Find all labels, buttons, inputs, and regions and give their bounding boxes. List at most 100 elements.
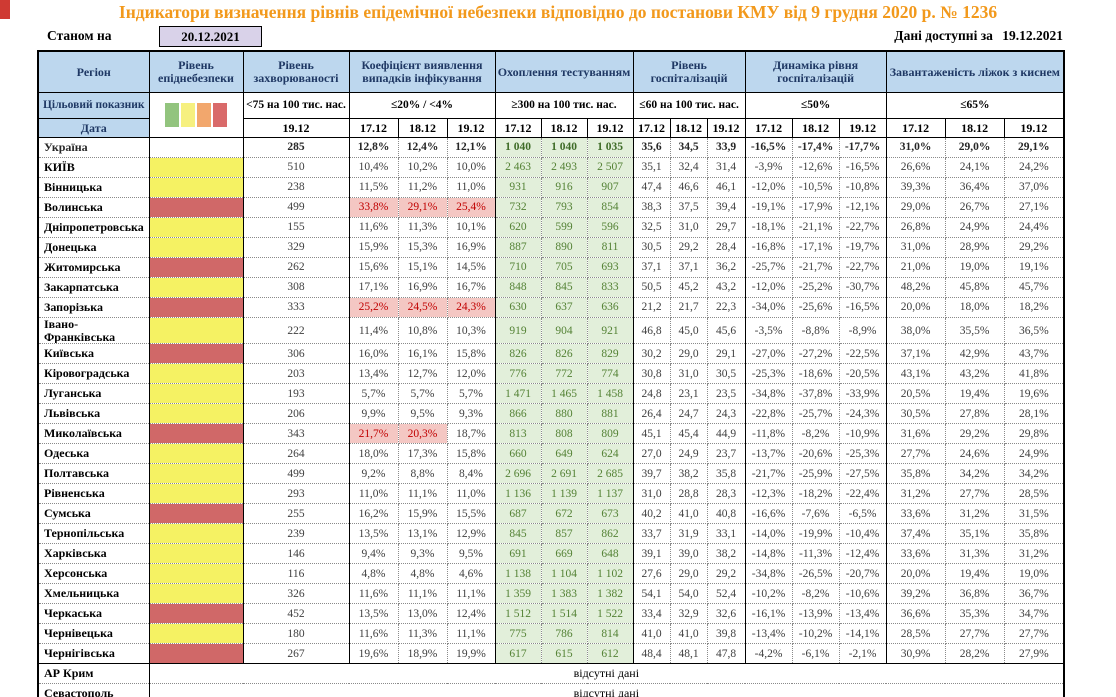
dynamics-cell: -10,5% <box>792 177 840 198</box>
detection-cell: 15,1% <box>398 257 448 278</box>
threshold-beds: ≤65% <box>885 92 1065 119</box>
testing-cell: 772 <box>541 363 588 385</box>
dynamics-cell: -12,4% <box>839 543 887 565</box>
detection-cell: 15,3% <box>398 237 448 258</box>
dynamics-cell: -16,1% <box>745 603 793 625</box>
oxygen-beds-cell: 28,2% <box>945 643 1005 665</box>
oxygen-beds-cell: 29,2% <box>1004 237 1065 258</box>
oxygen-beds-cell: 29,8% <box>1004 423 1065 445</box>
header-detection: Коефіцієнт виявлення випадків інфікуванн… <box>348 50 496 93</box>
testing-cell: 637 <box>541 297 588 318</box>
hospitalization-cell: 28,4 <box>707 237 746 258</box>
hospitalization-cell: 45,0 <box>670 317 708 345</box>
hospitalization-cell: 38,3 <box>633 197 671 218</box>
date-cell: 19.12 <box>706 118 746 138</box>
dynamics-cell: -25,9% <box>792 463 840 485</box>
detection-cell: 12,4% <box>447 603 496 625</box>
testing-cell: 660 <box>495 443 542 465</box>
hospitalization-cell: 33,7 <box>633 523 671 545</box>
detection-cell: 10,1% <box>447 217 496 238</box>
oxygen-beds-cell: 18,2% <box>1004 297 1065 318</box>
region-name-cell: Сумська <box>38 503 150 525</box>
as-of-date-cell[interactable]: 20.12.2021 <box>159 26 262 47</box>
region-name-cell: Черкаська <box>38 603 150 625</box>
hospitalization-cell: 40,8 <box>707 503 746 525</box>
testing-cell: 862 <box>587 523 634 545</box>
detection-cell: 4,6% <box>447 563 496 585</box>
table-row: Закарпатська 308 17,1% 16,9% 16,7% 848 845 833 5… <box>38 277 1065 298</box>
dynamics-cell: -25,3% <box>745 363 793 385</box>
oxygen-beds-cell: 43,2% <box>945 363 1005 385</box>
hospitalization-cell: 47,8 <box>707 643 746 665</box>
detection-cell: 16,0% <box>349 343 399 365</box>
region-name-cell: Севастополь <box>38 683 150 697</box>
hospitalization-cell: 43,2 <box>707 277 746 298</box>
hospitalization-cell: 33,4 <box>633 603 671 625</box>
table-row: Луганська 193 5,7% 5,7% 5,7% 1 471 1 465 1 458 2… <box>38 383 1065 405</box>
oxygen-beds-cell: 33,6% <box>886 503 946 525</box>
incidence-cell: 255 <box>243 503 350 525</box>
detection-cell: 11,3% <box>398 217 448 238</box>
detection-cell: 11,2% <box>398 177 448 198</box>
testing-cell: 786 <box>541 623 588 645</box>
incidence-cell: 499 <box>243 197 350 218</box>
dynamics-cell: -2,1% <box>839 643 887 665</box>
oxygen-beds-cell: 36,5% <box>1004 317 1065 345</box>
oxygen-beds-cell: 24,4% <box>1004 217 1065 238</box>
detection-cell: 13,1% <box>398 523 448 545</box>
header-hosp-dynamics: Динаміка рівня госпіталізацій <box>744 50 887 93</box>
oxygen-beds-cell: 27,7% <box>886 443 946 465</box>
oxygen-beds-cell: 27,7% <box>1004 623 1065 645</box>
table-row: Миколаївська 343 21,7% 20,3% 18,7% 813 808 809 4… <box>38 423 1065 445</box>
detection-cell: 15,8% <box>447 343 496 365</box>
dynamics-cell: -16,5% <box>839 157 887 178</box>
table-header: Регіон Рівень епіднебезпеки Рівень захво… <box>37 50 1065 138</box>
testing-cell: 1 139 <box>541 483 588 505</box>
hospitalization-cell: 46,8 <box>633 317 671 345</box>
region-name-cell: Кіровоградська <box>38 363 150 385</box>
dynamics-cell: -22,7% <box>839 217 887 238</box>
detection-cell: 15,8% <box>447 443 496 465</box>
table-row: Харківська 146 9,4% 9,3% 9,5% 691 669 648 39,1 39… <box>38 543 1065 565</box>
oxygen-beds-cell: 41,8% <box>1004 363 1065 385</box>
oxygen-beds-cell: 31,5% <box>1004 503 1065 525</box>
hospitalization-cell: 35,6 <box>633 137 671 158</box>
testing-cell: 1 512 <box>495 603 542 625</box>
detection-cell: 15,5% <box>447 503 496 525</box>
detection-cell: 5,7% <box>349 383 399 405</box>
page-title: Індикатори визначення рівнів епідемічної… <box>118 2 998 22</box>
testing-cell: 890 <box>541 237 588 258</box>
incidence-cell: 267 <box>243 643 350 665</box>
oxygen-beds-cell: 28,1% <box>1004 403 1065 425</box>
detection-cell: 14,5% <box>447 257 496 278</box>
dynamics-cell: -34,8% <box>745 383 793 405</box>
oxygen-beds-cell: 33,6% <box>886 543 946 565</box>
region-name-cell: Івано- Франківська <box>38 317 150 345</box>
date-cell: 17.12 <box>348 118 399 138</box>
epidemic-level-cell <box>149 583 244 605</box>
hospitalization-cell: 46,6 <box>670 177 708 198</box>
region-name-cell: Волинська <box>38 197 150 218</box>
table-row: Тернопільська 239 13,5% 13,1% 12,9% 845 857 862… <box>38 523 1065 545</box>
oxygen-beds-cell: 39,2% <box>886 583 946 605</box>
detection-cell: 17,3% <box>398 443 448 465</box>
detection-cell: 11,0% <box>349 483 399 505</box>
dynamics-cell: -7,6% <box>792 503 840 525</box>
testing-cell: 857 <box>541 523 588 545</box>
oxygen-beds-cell: 45,8% <box>945 277 1005 298</box>
detection-cell: 11,1% <box>447 583 496 605</box>
red-corner-strip <box>0 0 10 19</box>
oxygen-beds-cell: 38,0% <box>886 317 946 345</box>
subheader: Станом на 20.12.2021 Дані доступні за 19… <box>0 26 1116 49</box>
dynamics-cell: -13,4% <box>745 623 793 645</box>
threshold-hospitalization: ≤60 на 100 тис. нас. <box>632 92 746 119</box>
epidemic-level-cell <box>149 603 244 625</box>
hospitalization-cell: 24,3 <box>707 403 746 425</box>
table-row: Івано- Франківська 222 11,4% 10,8% 10,3% 919 9… <box>38 317 1065 345</box>
testing-cell: 1 359 <box>495 583 542 605</box>
testing-cell: 880 <box>541 403 588 425</box>
detection-cell: 15,6% <box>349 257 399 278</box>
hospitalization-cell: 21,2 <box>633 297 671 318</box>
testing-cell: 845 <box>541 277 588 298</box>
detection-cell: 13,5% <box>349 603 399 625</box>
